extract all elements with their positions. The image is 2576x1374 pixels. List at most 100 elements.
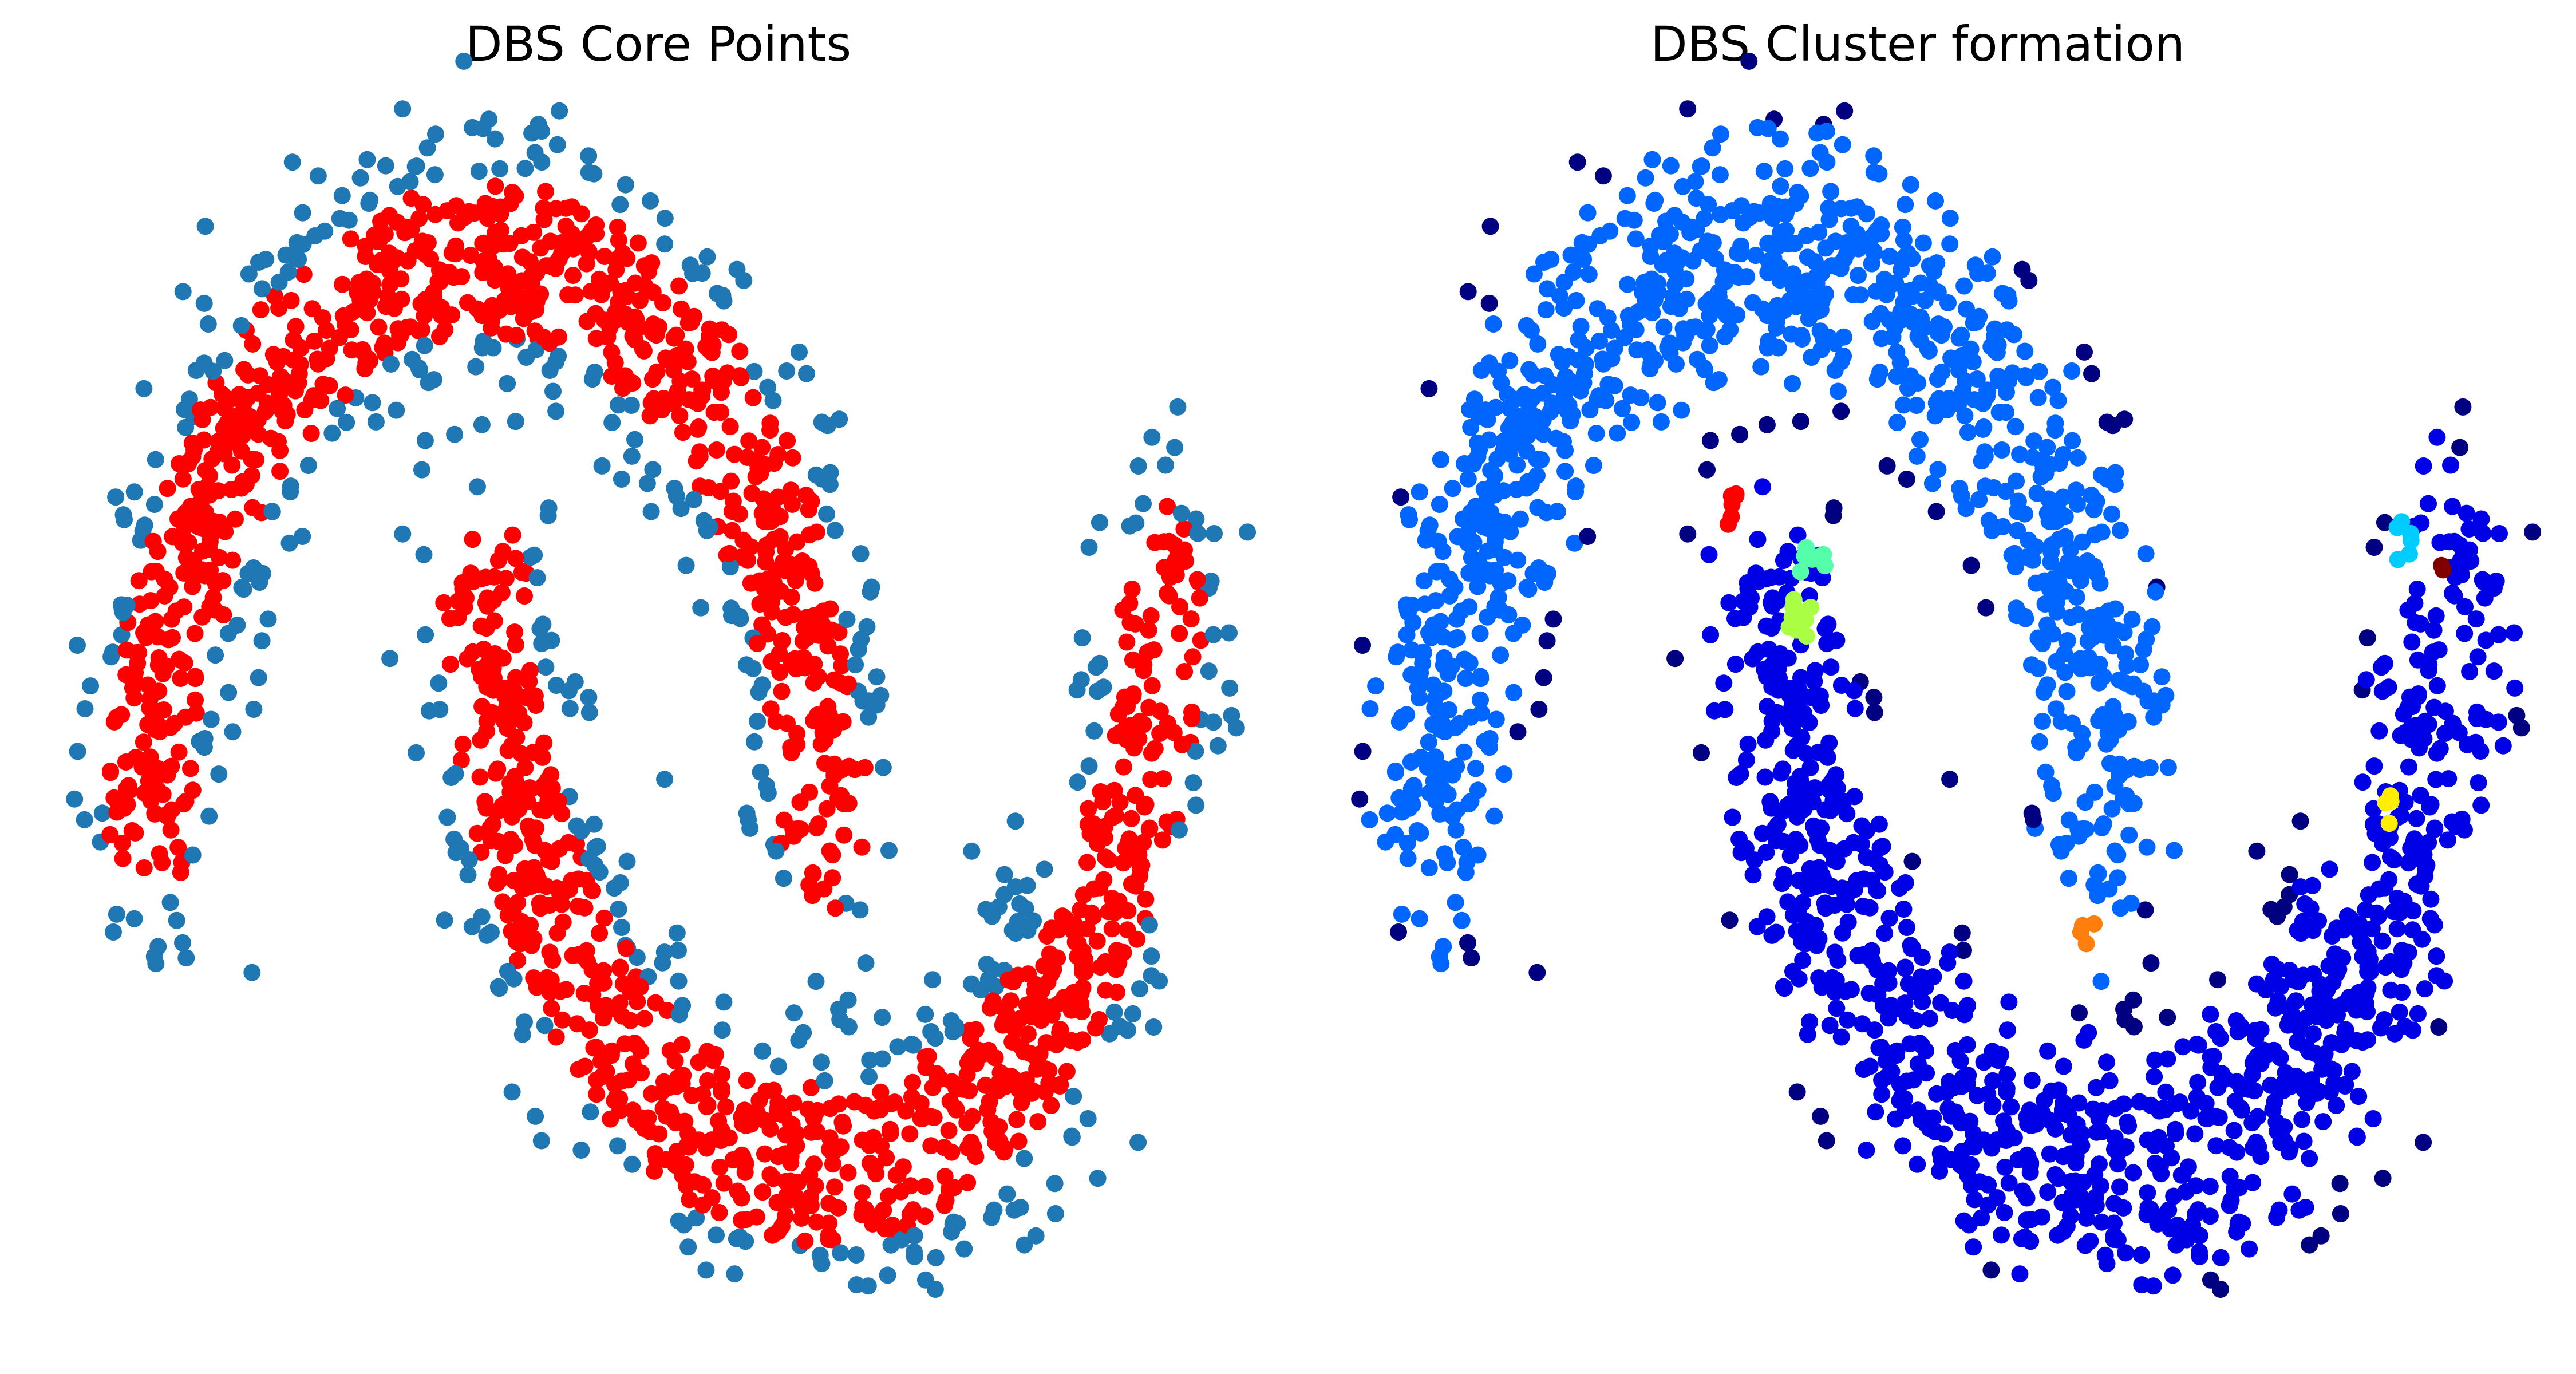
- scatter-point-cluster-upper-moon: [1459, 470, 1477, 488]
- scatter-point-cluster-lower-moon: [1953, 1142, 1971, 1160]
- scatter-point-cluster-upper-moon: [2106, 842, 2124, 860]
- scatter-point-cluster-lower-moon: [1954, 1069, 1972, 1087]
- scatter-point-cluster-upper-moon: [1784, 374, 1801, 392]
- scatter-point-cluster-lower-moon: [1858, 822, 1875, 840]
- scatter-point-cluster-lower-moon: [2469, 648, 2487, 666]
- scatter-point-cluster-lower-moon: [1774, 760, 1792, 778]
- scatter-point-cluster-upper-moon: [1393, 905, 1411, 923]
- chart-title-core-points: DBS Core Points: [465, 16, 852, 72]
- scatter-point-cluster-lower-moon: [1822, 658, 1840, 676]
- scatter-point-core: [603, 368, 621, 385]
- scatter-point-cluster-upper-moon: [1619, 275, 1637, 293]
- scatter-point-cluster-lower-moon: [2365, 757, 2383, 775]
- scatter-point-noise: [2142, 954, 2160, 972]
- scatter-point-cluster-upper-moon: [1525, 265, 1543, 283]
- scatter-point-border: [547, 402, 565, 420]
- scatter-point-cluster-lower-moon: [1873, 1071, 1891, 1089]
- scatter-point-cluster-lower-moon: [1705, 702, 1723, 720]
- scatter-point-border: [487, 130, 504, 148]
- scatter-point-cluster-upper-moon: [1483, 479, 1500, 496]
- scatter-point-cluster-upper-moon: [1976, 443, 1994, 461]
- scatter-point-cluster-lower-moon: [1913, 1111, 1930, 1129]
- scatter-point-border: [177, 949, 195, 967]
- scatter-point-cluster-lower-moon: [2293, 1111, 2311, 1128]
- scatter-point-cluster-lower-moon: [2225, 1122, 2243, 1139]
- scatter-point-noise: [2281, 866, 2298, 883]
- scatter-point-cluster-upper-moon: [1556, 463, 1574, 480]
- scatter-point-cluster-upper-moon: [1609, 424, 1626, 442]
- scatter-point-cluster-lower-moon: [2022, 1156, 2039, 1174]
- scatter-point-cluster-lower-moon: [1791, 768, 1809, 785]
- scatter-point-cluster-lower-moon: [2018, 1108, 2036, 1126]
- scatter-point-cluster-upper-moon: [1572, 382, 1589, 400]
- scatter-point-noise: [1544, 610, 1562, 628]
- scatter-point-cluster-lower-moon: [2490, 626, 2507, 643]
- scatter-point-cluster-upper-moon: [1427, 748, 1444, 766]
- scatter-point-core: [1115, 758, 1132, 776]
- scatter-point-cluster-upper-moon: [1662, 157, 1680, 175]
- scatter-point-cluster-lower-moon: [1966, 1191, 1984, 1209]
- scatter-point-cluster-lower-moon: [1757, 617, 1775, 635]
- scatter-point-noise: [1977, 599, 1995, 617]
- scatter-point-border: [585, 815, 603, 833]
- scatter-point-cluster-upper-moon: [2068, 744, 2085, 761]
- scatter-point-cluster-upper-moon: [1480, 739, 1498, 756]
- scatter-point-core: [700, 479, 717, 496]
- scatter-point-cluster-upper-moon: [1487, 710, 1505, 728]
- scatter-point-cluster-upper-moon: [2006, 544, 2024, 562]
- scatter-point-noise: [2202, 1271, 2219, 1289]
- scatter-point-cluster-lower-moon: [2404, 902, 2422, 919]
- scatter-point-cluster-upper-moon: [1808, 124, 1826, 142]
- scatter-point-core: [1008, 1111, 1026, 1128]
- scatter-point-core: [295, 266, 313, 283]
- scatter-point-cluster-upper-moon: [2089, 865, 2107, 883]
- scatter-point-cluster-upper-moon: [1591, 227, 1609, 244]
- scatter-point-cluster-lower-moon: [1799, 929, 1817, 946]
- scatter-point-cluster-lower-moon: [2400, 943, 2417, 961]
- scatter-point-border: [455, 52, 473, 70]
- scatter-point-cluster-lower-moon: [1715, 674, 1733, 692]
- scatter-point-cluster-lower-moon: [1996, 1204, 2013, 1221]
- scatter-point-core: [464, 531, 481, 548]
- scatter-point-cluster-upper-moon: [2052, 842, 2070, 860]
- scatter-point-core: [170, 743, 188, 761]
- scatter-point-cluster-lower-moon: [1744, 866, 1762, 884]
- scatter-point-cluster-lower-moon: [2117, 1244, 2135, 1262]
- scatter-point-cluster-upper-moon: [2072, 660, 2090, 678]
- scatter-point-cluster-upper-moon: [1557, 368, 1575, 385]
- scatter-point-cluster-lower-moon: [1739, 735, 1757, 753]
- scatter-point-cluster-lower-moon: [2073, 1137, 2091, 1155]
- scatter-point-cluster-upper-moon: [1911, 431, 1929, 448]
- scatter-point-cluster-upper-moon: [1542, 251, 1560, 269]
- scatter-point-cluster-upper-moon: [1975, 418, 1993, 436]
- scatter-point-cluster-lower-moon: [2385, 903, 2403, 921]
- scatter-point-cluster-upper-moon: [1717, 306, 1735, 324]
- scatter-point-small-cluster-0: [1727, 485, 1745, 503]
- scatter-point-border: [1135, 495, 1152, 512]
- scatter-point-cluster-upper-moon: [1444, 480, 1461, 498]
- scatter-point-core: [1127, 787, 1144, 804]
- scatter-point-cluster-upper-moon: [1378, 804, 1396, 822]
- scatter-point-border: [358, 151, 376, 168]
- scatter-point-cluster-lower-moon: [1911, 1035, 1929, 1052]
- scatter-point-cluster-upper-moon: [1531, 420, 1548, 437]
- scatter-point-noise: [1792, 413, 1809, 431]
- scatter-point-cluster-lower-moon: [1868, 881, 1885, 899]
- scatter-point-core: [754, 1183, 772, 1201]
- scatter-point-cluster-lower-moon: [2133, 1276, 2151, 1294]
- scatter-point-cluster-lower-moon: [2328, 919, 2346, 937]
- scatter-point-border: [459, 866, 477, 884]
- scatter-point-cluster-lower-moon: [1797, 745, 1815, 763]
- scatter-point-cluster-lower-moon: [2370, 880, 2388, 898]
- scatter-point-cluster-upper-moon: [2016, 342, 2034, 360]
- scatter-point-cluster-lower-moon: [1763, 799, 1780, 817]
- scatter-point-cluster-lower-moon: [1826, 984, 1844, 1001]
- scatter-point-cluster-upper-moon: [2090, 712, 2108, 729]
- scatter-point-cluster-upper-moon: [1716, 327, 1733, 345]
- scatter-point-cluster-upper-moon: [1500, 445, 1518, 463]
- scatter-point-core: [492, 222, 509, 239]
- scatter-point-cluster-lower-moon: [2491, 525, 2508, 542]
- scatter-point-cluster-upper-moon: [1478, 561, 1496, 579]
- scatter-point-cluster-lower-moon: [2276, 1073, 2293, 1091]
